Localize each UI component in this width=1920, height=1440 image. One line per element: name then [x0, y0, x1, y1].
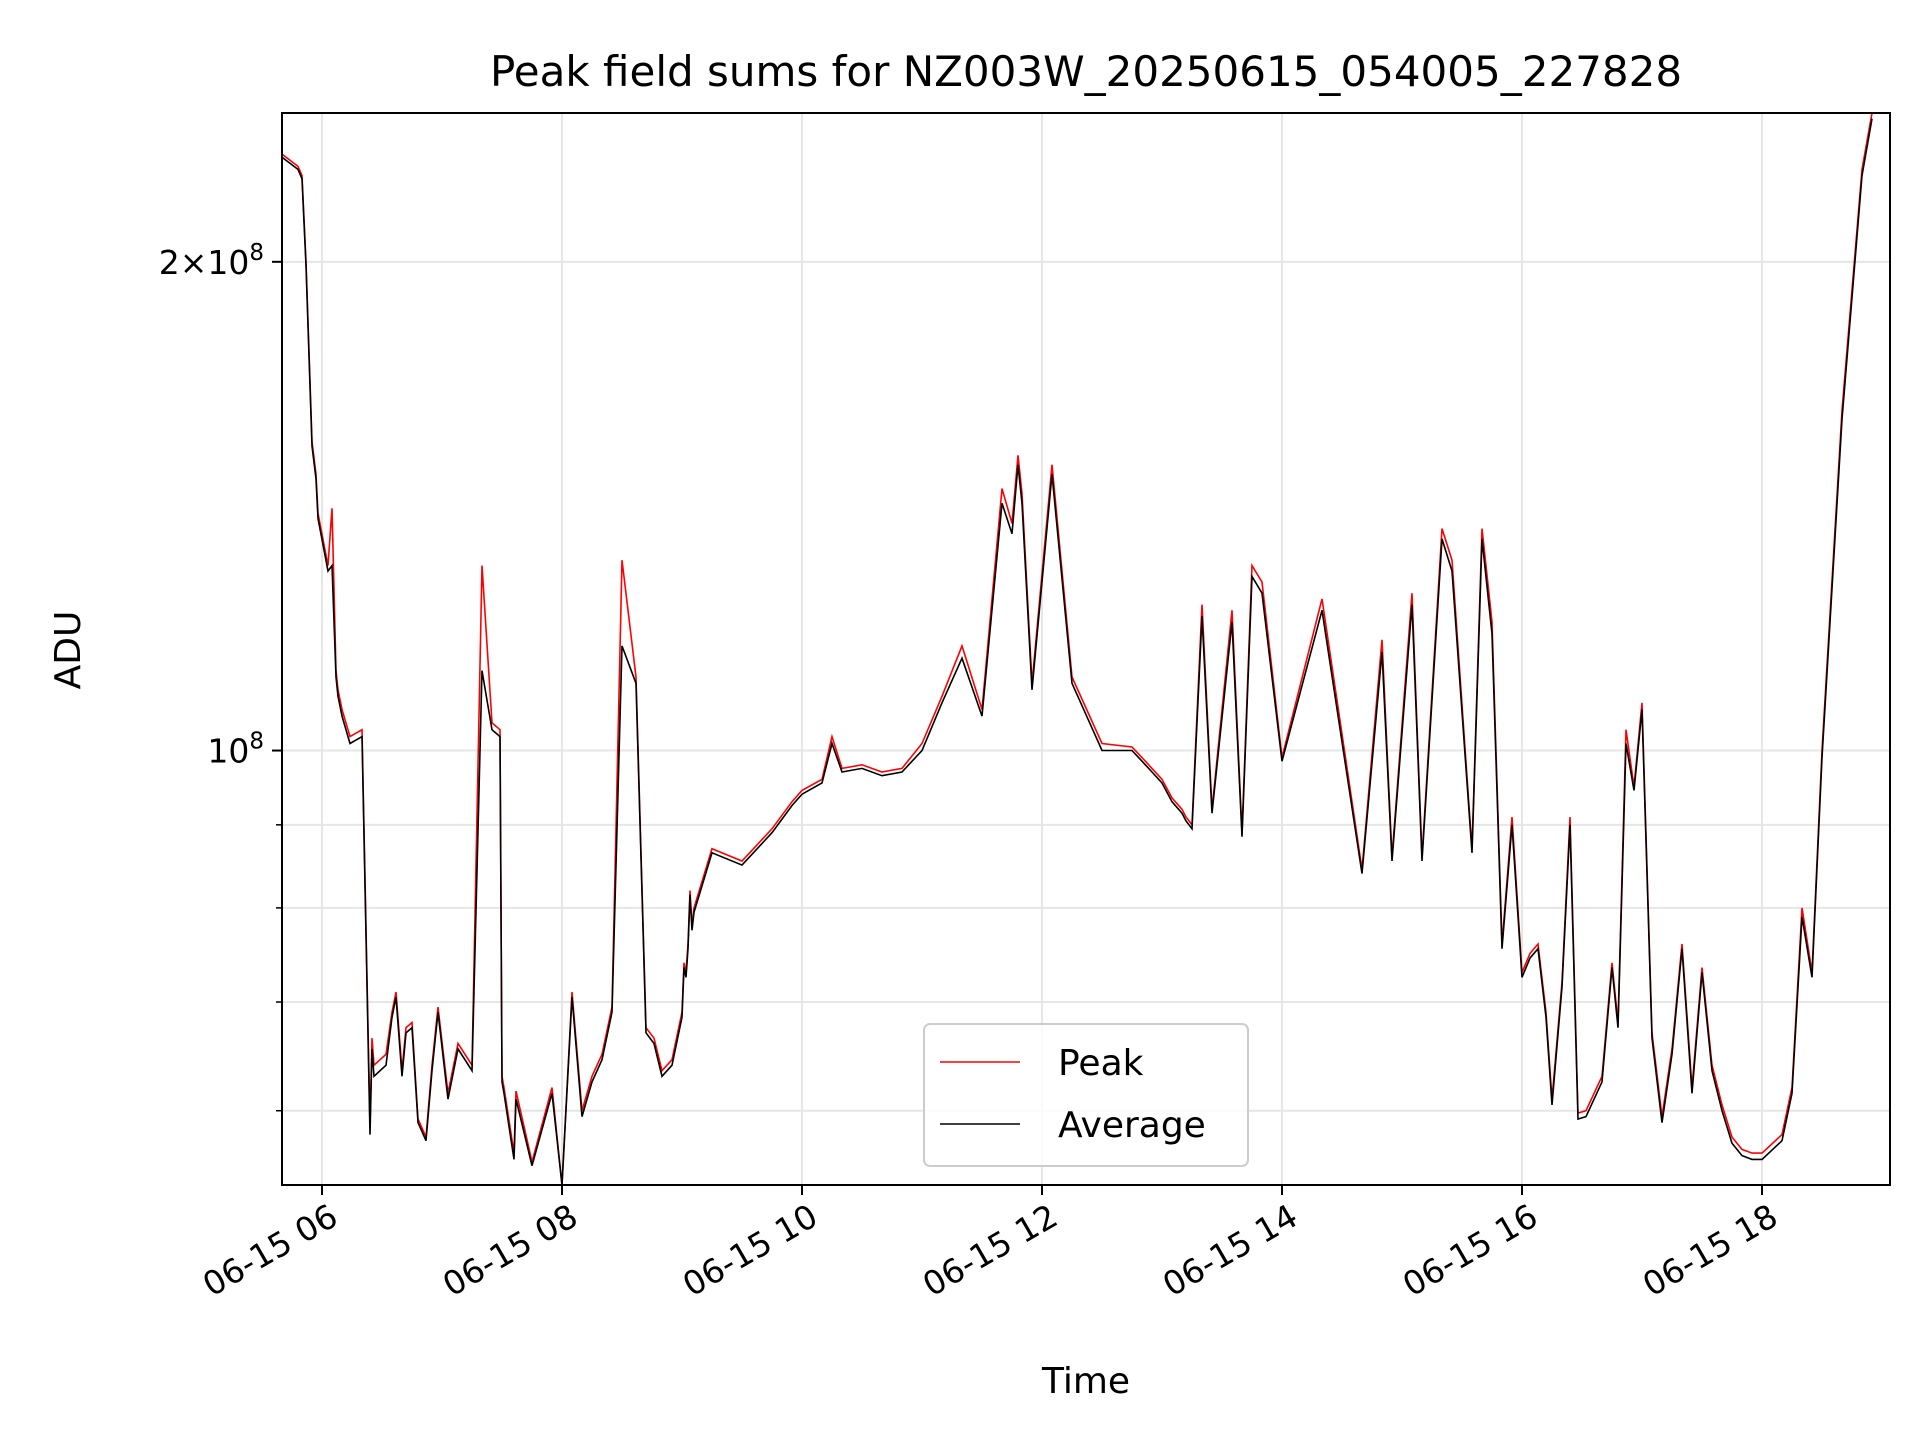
chart-title: Peak field sums for NZ003W_20250615_0540…: [490, 47, 1682, 96]
y-axis-ticks: 108 2×108: [159, 240, 282, 1112]
legend-label-peak: Peak: [1058, 1043, 1144, 1084]
plot-frame: [281, 112, 1891, 1186]
y-tick-label: 2×108: [159, 240, 264, 282]
legend-box: [923, 1023, 1249, 1167]
y-axis-label: ADU: [48, 611, 89, 690]
x-axis-label: Time: [1041, 1361, 1130, 1402]
plot-lines: [281, 112, 1873, 1186]
legend: Peak Average: [923, 1023, 1249, 1167]
legend-label-average: Average: [1058, 1105, 1206, 1146]
series-line-average: [281, 118, 1873, 1186]
y-tick-label: 108: [207, 729, 264, 771]
